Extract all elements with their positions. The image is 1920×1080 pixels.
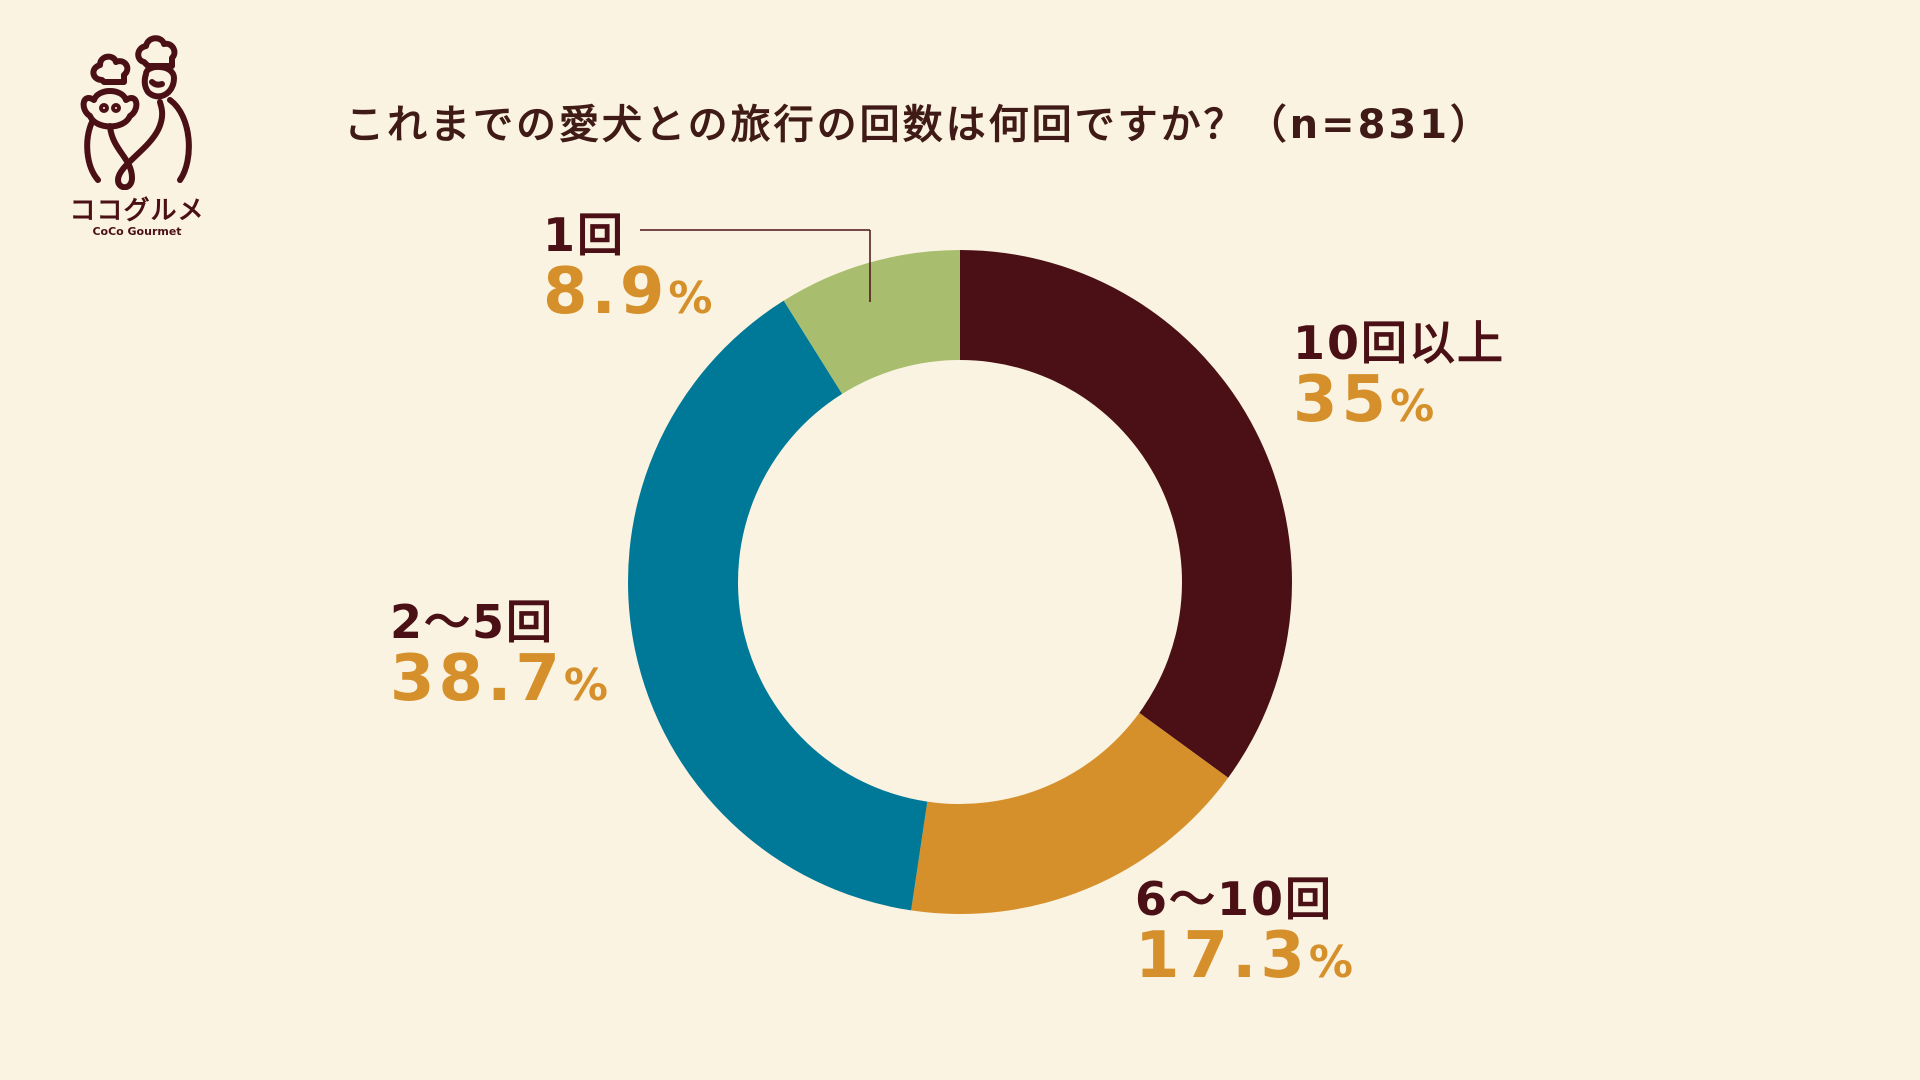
chef-dog-and-person-icon xyxy=(80,35,192,191)
percent-unit: % xyxy=(1308,937,1353,988)
slice-label-2-5: 2〜5回 38.7% xyxy=(390,597,608,718)
slice-label-10-plus: 10回以上 35% xyxy=(1293,318,1505,439)
slice-value-number: 8.9 xyxy=(543,255,669,329)
logo-text-jp: ココグルメ xyxy=(69,196,205,226)
slice-category: 10回以上 xyxy=(1293,316,1506,370)
percent-unit: % xyxy=(1390,381,1435,432)
slice-label-6-10: 6〜10回 17.3% xyxy=(1135,874,1353,995)
donut-slices xyxy=(627,250,1292,915)
donut-slice-1 xyxy=(911,712,1229,915)
slice-label-1: 1回 8.9% xyxy=(543,210,712,331)
donut-slice-2 xyxy=(627,300,928,911)
chart-title: これまでの愛犬との旅行の回数は何回ですか？（n=831） xyxy=(344,102,1494,148)
slice-value: 8.9% xyxy=(543,260,712,331)
slice-value: 17.3% xyxy=(1135,924,1353,995)
slice-value-number: 17.3 xyxy=(1135,919,1309,993)
slice-category: 1回 xyxy=(543,208,626,262)
slice-value: 38.7% xyxy=(390,647,608,718)
donut-slice-0 xyxy=(960,250,1292,778)
slice-value-number: 38.7 xyxy=(390,642,564,716)
slice-category: 6〜10回 xyxy=(1135,872,1334,926)
donut-slice-3 xyxy=(783,250,960,394)
slice-category: 2〜5回 xyxy=(390,595,555,649)
percent-unit: % xyxy=(563,660,608,711)
slice-value-number: 35 xyxy=(1293,363,1391,437)
slice-value: 35% xyxy=(1293,368,1505,439)
coco-gourmet-logo: ココグルメ CoCo Gourmet xyxy=(62,30,212,245)
logo-text-en: CoCo Gourmet xyxy=(92,225,182,238)
percent-unit: % xyxy=(668,273,713,324)
